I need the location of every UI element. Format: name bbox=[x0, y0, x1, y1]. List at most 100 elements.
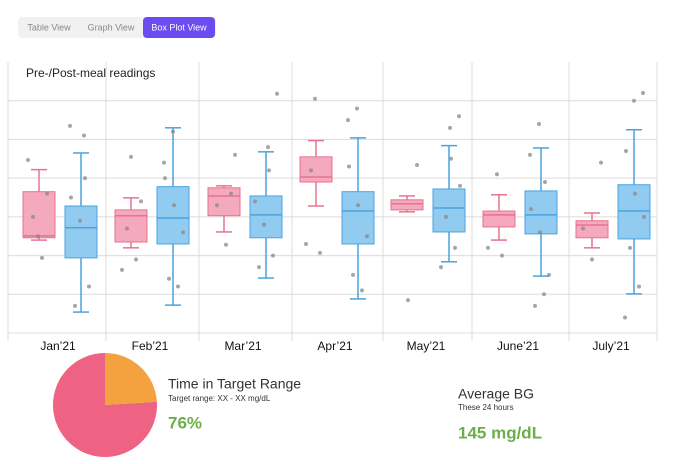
box bbox=[482, 210, 516, 228]
stat-title: Time in Target Range bbox=[168, 376, 301, 392]
reading-dot bbox=[134, 257, 138, 262]
reading-dot bbox=[45, 191, 49, 196]
reading-dot bbox=[313, 96, 317, 101]
reading-dot bbox=[439, 265, 443, 270]
reading-dot bbox=[69, 195, 73, 200]
reading-dot bbox=[415, 162, 419, 167]
reading-dot bbox=[120, 267, 124, 272]
reading-dot bbox=[31, 214, 35, 219]
stat-subtitle: Target range: XX - XX mg/dL bbox=[168, 394, 271, 403]
tab-active[interactable]: Box Plot View bbox=[151, 22, 207, 32]
reading-dot bbox=[224, 242, 228, 247]
reading-dot bbox=[633, 191, 637, 196]
box bbox=[156, 186, 190, 245]
reading-dot bbox=[139, 199, 143, 204]
reading-dot bbox=[253, 199, 257, 204]
box bbox=[64, 205, 98, 259]
box-plot: Pre-/Post-meal readings Jan’21 Feb’21 Mar’… bbox=[7, 62, 658, 353]
reading-dot bbox=[40, 255, 44, 260]
reading-dot bbox=[73, 303, 77, 308]
box bbox=[207, 187, 241, 217]
reading-dot bbox=[262, 222, 266, 227]
stat-title: Average BG bbox=[458, 386, 534, 402]
x-tick-label: May’21 bbox=[407, 339, 446, 353]
reading-dot bbox=[26, 157, 30, 162]
reading-dot bbox=[171, 129, 175, 134]
box bbox=[22, 191, 56, 239]
pie-slice bbox=[105, 353, 157, 405]
reading-dot bbox=[642, 214, 646, 219]
reading-dot bbox=[360, 288, 364, 293]
reading-dot bbox=[547, 272, 551, 277]
reading-dot bbox=[495, 172, 499, 177]
reading-dot bbox=[458, 183, 462, 188]
reading-dot bbox=[78, 218, 82, 223]
reading-dot bbox=[449, 156, 453, 161]
reading-dot bbox=[267, 168, 271, 173]
chart-title: Pre-/Post-meal readings bbox=[26, 66, 155, 80]
stat-value: 76% bbox=[168, 413, 202, 432]
x-tick-label: July’21 bbox=[592, 339, 630, 353]
reading-dot bbox=[304, 241, 308, 246]
reading-dot bbox=[637, 284, 641, 289]
reading-dot bbox=[347, 164, 351, 169]
reading-dot bbox=[309, 168, 313, 173]
reading-dot bbox=[533, 303, 537, 308]
reading-dot bbox=[36, 234, 40, 239]
reading-dot bbox=[538, 230, 542, 235]
reading-dot bbox=[355, 106, 359, 111]
box bbox=[114, 209, 148, 243]
reading-dot bbox=[181, 230, 185, 235]
reading-dot bbox=[351, 272, 355, 277]
reading-dot bbox=[82, 133, 86, 138]
reading-dot bbox=[444, 214, 448, 219]
pie-chart bbox=[52, 353, 157, 457]
tab[interactable]: Graph View bbox=[88, 22, 135, 32]
box bbox=[299, 156, 333, 183]
reading-dot bbox=[172, 203, 176, 208]
reading-dot bbox=[275, 91, 279, 96]
reading-dot bbox=[632, 98, 636, 103]
reading-dot bbox=[448, 125, 452, 130]
reading-dot bbox=[266, 145, 270, 150]
x-tick-label: Apr’21 bbox=[317, 339, 352, 353]
reading-dot bbox=[453, 245, 457, 250]
reading-dot bbox=[486, 245, 490, 250]
reading-dot bbox=[233, 152, 237, 157]
x-tick-label: June’21 bbox=[497, 339, 539, 353]
reading-dot bbox=[257, 265, 261, 270]
reading-dot bbox=[318, 250, 322, 255]
active-tab-bg bbox=[143, 17, 215, 38]
reading-dot bbox=[83, 176, 87, 181]
reading-dot bbox=[87, 284, 91, 289]
x-tick-label: Feb’21 bbox=[132, 339, 169, 353]
reading-dot bbox=[543, 180, 547, 185]
reading-dot bbox=[68, 123, 72, 128]
box bbox=[341, 191, 375, 245]
reading-dot bbox=[529, 207, 533, 212]
reading-dot bbox=[365, 234, 369, 239]
reading-dot bbox=[129, 154, 133, 159]
box bbox=[432, 188, 466, 233]
reading-dot bbox=[162, 160, 166, 165]
reading-dot bbox=[163, 176, 167, 181]
pie-slice bbox=[52, 353, 157, 457]
reading-dot bbox=[125, 226, 129, 231]
reading-dot bbox=[500, 253, 504, 258]
reading-dot bbox=[542, 292, 546, 297]
reading-dot bbox=[457, 114, 461, 119]
box bbox=[524, 190, 558, 235]
reading-dot bbox=[406, 298, 410, 303]
reading-dot bbox=[528, 152, 532, 157]
x-tick-label: Mar’21 bbox=[224, 339, 261, 353]
reading-dot bbox=[623, 315, 627, 320]
reading-dot bbox=[356, 203, 360, 208]
x-tick-label: Jan’21 bbox=[40, 339, 76, 353]
reading-dot bbox=[271, 253, 275, 258]
reading-dot bbox=[215, 203, 219, 208]
tab[interactable]: Table View bbox=[27, 22, 71, 32]
reading-dot bbox=[599, 160, 603, 165]
reading-dot bbox=[346, 118, 350, 123]
box bbox=[575, 220, 609, 239]
